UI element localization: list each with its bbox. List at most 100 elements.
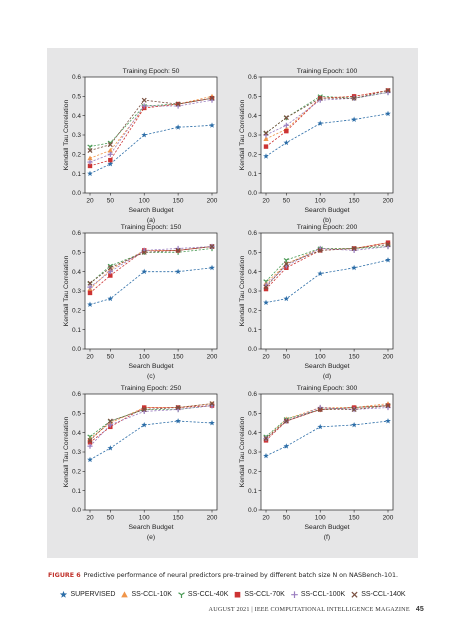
y-tick-label: 0.2 [72, 308, 81, 315]
series-ss-ccl-100k [87, 243, 215, 290]
x-tick-label: 100 [315, 198, 326, 205]
data-point [263, 299, 269, 306]
y-tick-label: 0.2 [248, 308, 257, 315]
data-point [107, 422, 113, 428]
data-point [141, 97, 147, 103]
y-tick-label: 0.3 [72, 288, 81, 295]
data-point [107, 445, 114, 451]
plot-area [84, 76, 218, 194]
x-tick-label: 200 [383, 515, 394, 522]
data-point [283, 122, 289, 128]
data-point [209, 264, 215, 271]
chart-title: Training Epoch: 150 [121, 224, 182, 231]
chart-label: (c) [147, 373, 155, 380]
data-point [87, 301, 93, 307]
legend-marker-shape [60, 590, 68, 598]
chart-title: Training Epoch: 50 [123, 68, 180, 75]
series-supervised [263, 257, 391, 306]
legend-item: SS-CCL-10K [120, 590, 172, 599]
chart-c: 0.0 0.1 0.2 0.3 0.4 0.5 0.6 20 50 100 150 200 Traini… [63, 224, 218, 380]
series-supervised [87, 122, 215, 177]
data-point [175, 268, 181, 275]
series-line [265, 242, 389, 290]
legend-label: SS-CCL-10K [131, 590, 172, 598]
y-tick-label: 0.5 [72, 411, 81, 418]
chart-title: Training Epoch: 250 [121, 385, 182, 392]
x-tick-label: 100 [315, 515, 326, 522]
x-axis-label: Search Budget [129, 207, 174, 214]
data-point [87, 144, 93, 150]
data-point [263, 435, 269, 441]
x-tick-label: 50 [283, 354, 291, 361]
y-tick-label: 0.4 [72, 113, 81, 120]
x-tick-label: 20 [86, 198, 94, 205]
x-axis-label: Search Budget [305, 524, 350, 531]
series-line [89, 248, 213, 284]
y-tick-label: 0.5 [72, 94, 81, 101]
y-tick-label: 0.5 [248, 411, 257, 418]
data-point [175, 247, 181, 253]
y-tick-label: 0.1 [248, 171, 257, 178]
y-tick-label: 0.0 [248, 346, 257, 353]
star-icon [60, 590, 68, 598]
series-line [89, 420, 213, 461]
y-tick-label: 0.6 [248, 391, 257, 398]
plus-icon [291, 590, 298, 598]
data-point [141, 268, 148, 275]
y-tick-label: 0.6 [248, 74, 257, 81]
plot-area [84, 393, 218, 511]
data-point [108, 273, 113, 278]
y-axis-label: Kendall Tau Correlation [63, 100, 70, 171]
legend-item: SS-CCL-70K [233, 590, 285, 599]
series-supervised [263, 110, 391, 159]
data-point [87, 159, 93, 165]
x-tick-label: 20 [262, 515, 270, 522]
footer-text: AUGUST 2021 | IEEE COMPUTATIONAL INTELLI… [208, 606, 410, 613]
data-point [87, 147, 93, 153]
page-number: 45 [415, 606, 424, 613]
y-axis-label: Kendall Tau Correlation [239, 100, 246, 171]
data-point [351, 95, 357, 101]
y-tick-label: 0.5 [72, 250, 81, 257]
data-point [317, 423, 324, 430]
y-tick-label: 0.4 [248, 269, 257, 276]
data-point [209, 95, 215, 101]
series-supervised [87, 418, 215, 463]
y-tick-label: 0.5 [248, 250, 257, 257]
data-point [263, 130, 269, 136]
plot-area [260, 393, 394, 511]
tri-down-icon [178, 591, 185, 598]
data-point [351, 421, 357, 428]
data-point [385, 240, 391, 245]
x-axis-label: Search Budget [129, 363, 174, 370]
series-ss-ccl-140k [87, 401, 215, 443]
data-point [175, 124, 181, 130]
data-point [283, 139, 290, 146]
y-tick-label: 0.0 [248, 507, 257, 514]
series-ss-ccl-140k [263, 403, 391, 441]
legend-marker-shape [351, 591, 358, 598]
y-tick-label: 0.6 [72, 230, 81, 237]
data-point [87, 170, 93, 177]
y-tick-label: 0.6 [72, 391, 81, 398]
x-tick-label: 150 [173, 515, 184, 522]
data-point [107, 418, 113, 424]
x-tick-label: 20 [86, 515, 94, 522]
x-axis-label: Search Budget [305, 363, 350, 370]
x-tick-label: 150 [173, 354, 184, 361]
y-tick-label: 0.1 [72, 488, 81, 495]
data-point [385, 242, 391, 248]
series-line [265, 90, 389, 134]
y-tick-label: 0.3 [248, 449, 257, 456]
data-point [385, 403, 391, 409]
y-tick-label: 0.2 [72, 152, 81, 159]
data-point [107, 147, 113, 153]
data-point [175, 405, 181, 411]
data-point [107, 142, 113, 148]
charts-grid: 0.0 0.1 0.2 0.3 0.4 0.5 0.6 20 50 100 150 200 Traini… [63, 68, 394, 541]
y-tick-label: 0.3 [248, 288, 257, 295]
y-tick-label: 0.4 [72, 430, 81, 437]
data-point [87, 290, 93, 296]
x-tick-label: 150 [349, 515, 360, 522]
chart-label: (f) [324, 534, 330, 541]
